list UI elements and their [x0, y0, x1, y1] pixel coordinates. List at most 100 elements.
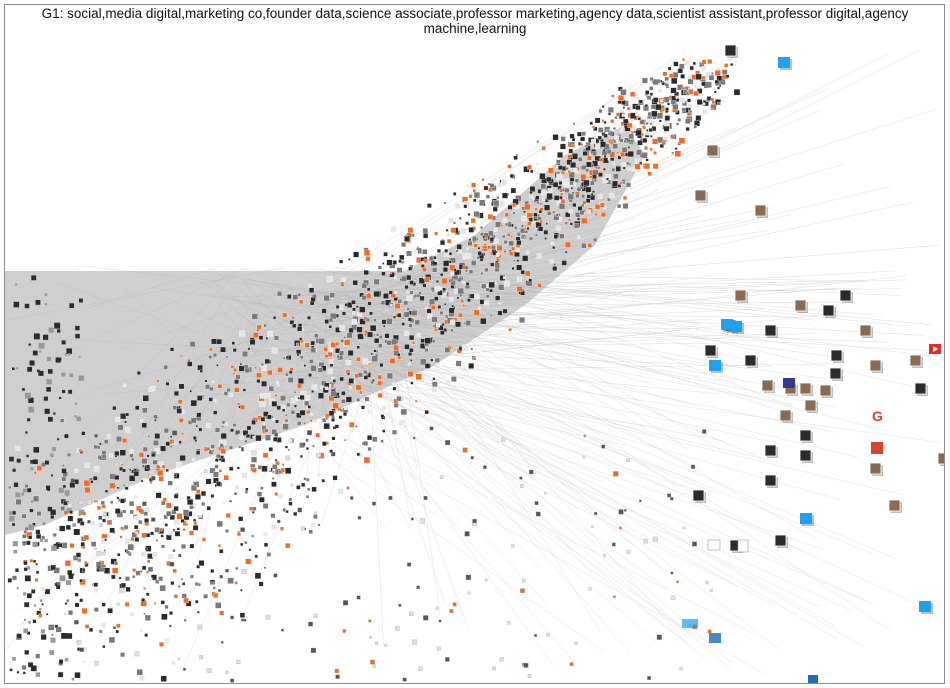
network-graph[interactable]: G — [5, 5, 945, 684]
node — [408, 266, 413, 271]
node — [292, 323, 297, 328]
node — [117, 553, 121, 557]
node — [38, 342, 45, 349]
node — [582, 200, 587, 205]
profile-node — [706, 144, 719, 157]
node — [673, 61, 679, 67]
node — [153, 440, 159, 446]
node — [220, 448, 226, 454]
node — [16, 458, 21, 463]
node — [483, 185, 489, 191]
node — [455, 360, 462, 367]
node — [348, 327, 354, 333]
node — [524, 203, 531, 211]
node — [695, 115, 702, 121]
node — [659, 143, 664, 148]
node — [556, 159, 561, 164]
node — [38, 607, 42, 611]
node — [24, 650, 29, 655]
node — [304, 400, 310, 406]
profile-node — [909, 354, 922, 367]
profile-node — [692, 489, 705, 502]
node — [694, 85, 698, 89]
node — [297, 293, 301, 297]
node — [260, 416, 266, 422]
node — [613, 471, 619, 477]
node — [79, 598, 84, 603]
node — [46, 387, 51, 392]
node — [271, 400, 278, 407]
node — [643, 538, 649, 544]
node — [473, 309, 480, 316]
node — [343, 336, 346, 339]
node — [154, 527, 160, 533]
node — [172, 528, 176, 532]
node — [327, 368, 333, 374]
node — [265, 392, 271, 399]
node — [685, 118, 691, 124]
node — [502, 192, 508, 199]
node — [136, 505, 142, 512]
node — [134, 405, 140, 411]
node — [581, 165, 587, 170]
node — [416, 293, 421, 298]
node — [241, 569, 247, 575]
node — [516, 259, 520, 262]
node — [655, 104, 662, 111]
node — [76, 639, 82, 645]
node — [569, 181, 574, 186]
node — [239, 434, 244, 440]
node — [603, 155, 607, 158]
node — [96, 551, 102, 557]
node — [280, 467, 285, 473]
node — [303, 422, 306, 425]
node — [437, 305, 442, 309]
node — [107, 535, 111, 539]
node — [66, 500, 70, 503]
node — [411, 310, 418, 316]
node — [187, 526, 190, 530]
node — [303, 477, 307, 481]
node — [146, 454, 150, 458]
profile-node — [761, 379, 774, 392]
node — [159, 585, 166, 592]
node — [352, 307, 356, 312]
node — [214, 458, 219, 462]
node — [197, 364, 203, 371]
node — [241, 448, 244, 452]
node — [77, 558, 82, 562]
node — [465, 282, 470, 286]
node — [142, 407, 148, 414]
node — [589, 121, 593, 125]
node — [99, 523, 103, 527]
node — [190, 417, 197, 424]
node — [178, 553, 182, 558]
node — [512, 203, 517, 208]
node — [141, 532, 147, 538]
node — [572, 203, 577, 208]
node — [397, 313, 402, 318]
node — [422, 267, 427, 272]
node — [440, 240, 446, 246]
node — [119, 449, 126, 456]
node — [468, 363, 475, 369]
node — [62, 464, 65, 467]
node — [701, 59, 707, 65]
node — [63, 500, 68, 506]
node — [511, 246, 516, 251]
node — [301, 526, 305, 531]
node — [285, 372, 289, 377]
node — [78, 448, 82, 453]
node — [116, 623, 121, 628]
node — [93, 582, 99, 587]
node — [44, 588, 51, 595]
node — [291, 398, 297, 404]
node — [156, 464, 161, 469]
node — [296, 485, 301, 490]
node — [81, 608, 88, 614]
node — [600, 141, 606, 148]
node — [610, 153, 615, 158]
node — [619, 526, 622, 530]
node — [400, 408, 407, 415]
node — [27, 366, 33, 372]
